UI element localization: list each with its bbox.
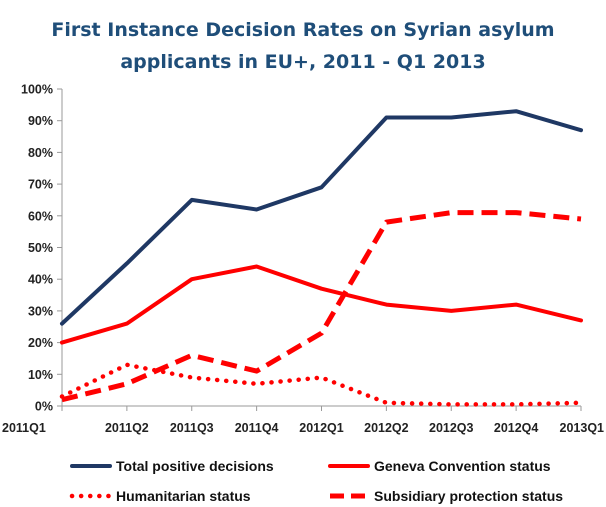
data-point xyxy=(580,218,582,220)
series-layer xyxy=(59,109,584,407)
data-point xyxy=(515,304,517,306)
data-point xyxy=(256,209,258,211)
data-point xyxy=(386,402,388,404)
y-tick-label: 40% xyxy=(28,273,53,287)
data-point xyxy=(386,117,388,119)
legend-label: Total positive decisions xyxy=(116,458,274,474)
data-point xyxy=(321,377,323,379)
data-point xyxy=(450,310,452,312)
data-point xyxy=(386,221,388,223)
data-point xyxy=(61,399,63,401)
data-point xyxy=(191,377,193,379)
data-point xyxy=(61,323,63,325)
series-line-subsidiary-protection-status xyxy=(61,210,582,403)
y-tick-label: 70% xyxy=(28,178,53,192)
data-point xyxy=(126,323,128,325)
y-tick-label: 80% xyxy=(28,146,53,160)
data-point xyxy=(256,266,258,268)
x-tick-label: 2012Q4 xyxy=(494,421,539,435)
x-tick-label: 2012Q3 xyxy=(429,421,474,435)
x-tick-label: 2012Q2 xyxy=(364,421,409,435)
x-tick-label: 2011Q2 xyxy=(105,421,149,435)
data-point xyxy=(515,212,517,214)
y-tick-label: 100% xyxy=(21,83,53,97)
x-tick-label: 2011Q4 xyxy=(235,421,279,435)
data-point xyxy=(515,404,517,406)
y-tick-label: 30% xyxy=(28,304,53,318)
legend-label: Humanitarian status xyxy=(116,488,251,504)
x-tick-label: 2012Q1 xyxy=(299,421,344,435)
data-point xyxy=(321,288,323,290)
data-point xyxy=(321,186,323,188)
y-tick-label: 90% xyxy=(28,114,53,128)
y-tick-label: 60% xyxy=(28,209,53,223)
chart-title-line-2: applicants in EU+, 2011 - Q1 2013 xyxy=(120,51,485,73)
y-tick-label: 0% xyxy=(35,400,53,414)
y-tick-label: 10% xyxy=(28,368,53,382)
data-point xyxy=(515,110,517,112)
series-line-total-positive-decisions xyxy=(60,109,583,326)
legend: Total positive decisions Geneva Conventio… xyxy=(69,458,563,504)
legend-label: Subsidiary protection status xyxy=(374,488,563,504)
data-point xyxy=(386,304,388,306)
data-point xyxy=(580,320,582,322)
y-tick-label: 50% xyxy=(28,241,53,255)
data-point xyxy=(256,370,258,372)
x-tick-label: 2011Q1 xyxy=(2,421,46,435)
data-point xyxy=(191,199,193,201)
chart-title-line-1: First Instance Decision Rates on Syrian … xyxy=(51,19,554,41)
data-point xyxy=(126,383,128,385)
legend-label: Geneva Convention status xyxy=(374,458,551,474)
data-point xyxy=(580,129,582,131)
x-tick-label: 2013Q1 xyxy=(560,421,605,435)
data-point xyxy=(580,402,582,404)
data-point xyxy=(450,212,452,214)
data-point xyxy=(61,342,63,344)
data-point xyxy=(126,364,128,366)
data-point xyxy=(321,332,323,334)
data-point xyxy=(191,278,193,280)
y-tick-label: 20% xyxy=(28,336,53,350)
series-line-humanitarian-status xyxy=(59,362,584,407)
data-point xyxy=(256,383,258,385)
data-point xyxy=(191,354,193,356)
data-point xyxy=(450,117,452,119)
x-tick-label: 2011Q3 xyxy=(170,421,214,435)
x-axis-ticks: 2011Q1 2011Q2 2011Q3 2011Q4 2012Q1 2012Q2 2012… xyxy=(2,406,604,435)
y-axis-ticks: 0% 10% 20% 30% 40% 50% 60% 70% 80% 90% 100% xyxy=(21,83,62,414)
data-point xyxy=(126,263,128,265)
series-line-geneva-convention-status xyxy=(60,264,583,345)
data-point xyxy=(450,404,452,406)
